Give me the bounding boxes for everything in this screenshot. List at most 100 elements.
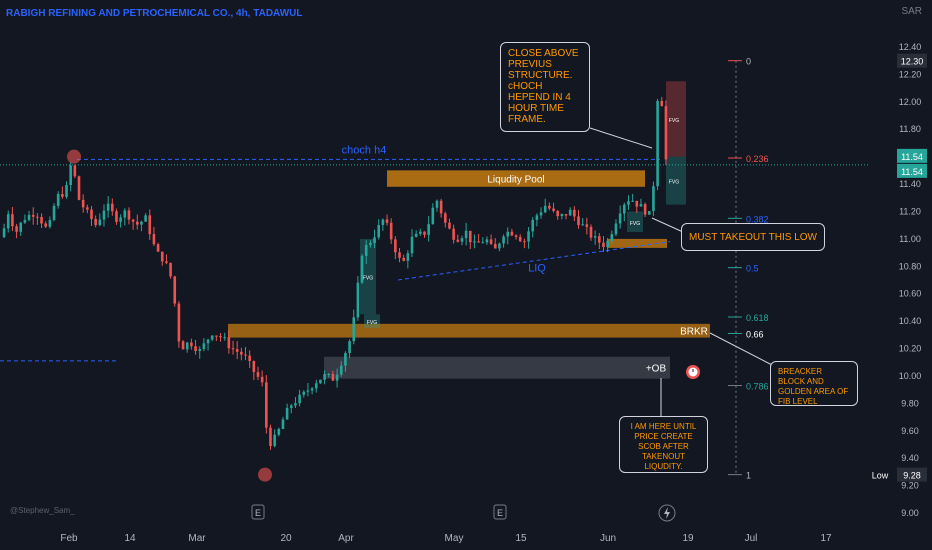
- low-label: Low: [872, 471, 889, 481]
- candle-body: [423, 231, 426, 235]
- candle-body: [23, 219, 27, 223]
- x-tick-label: 14: [124, 533, 136, 544]
- breaker-note: BREACKER BLOCK AND GOLDEN AREA OF FIB LE…: [770, 361, 858, 406]
- candle-body: [6, 214, 10, 229]
- candle-body: [514, 235, 518, 237]
- fvg-box: [666, 156, 686, 205]
- currency-label: SAR: [901, 6, 922, 17]
- candle-body: [273, 434, 276, 447]
- zone-label-ob: +OB: [646, 364, 667, 375]
- candle-body: [177, 303, 181, 342]
- x-tick-label: Feb: [60, 533, 78, 544]
- fib-level-label: 1: [746, 471, 751, 481]
- candle-body: [448, 222, 451, 229]
- candle-body: [493, 243, 497, 249]
- candle-body: [123, 210, 127, 218]
- fib-level-label: 0.66: [746, 329, 764, 339]
- candle-body: [289, 405, 293, 408]
- lightning-icon-glyph: [664, 507, 670, 519]
- candle-body: [360, 255, 364, 283]
- candle-body: [593, 236, 597, 238]
- candle-body: [265, 382, 268, 428]
- candle-body: [419, 231, 422, 234]
- price-tag-1: 11.54: [901, 152, 923, 162]
- candle-body: [198, 349, 202, 352]
- candle-body: [410, 236, 414, 254]
- candle-body: [389, 222, 393, 240]
- candle-body: [90, 209, 93, 220]
- x-tick-label: May: [445, 533, 464, 544]
- candle-body: [319, 379, 322, 384]
- y-tick-label: 10.80: [899, 261, 922, 271]
- zone-box: [387, 170, 645, 187]
- high-value: 12.30: [901, 57, 924, 67]
- candle-body: [385, 219, 389, 223]
- candle-body: [65, 185, 68, 197]
- y-tick-label: 10.00: [899, 371, 922, 381]
- fvg-label: FVG: [630, 221, 640, 227]
- candle-body: [523, 241, 526, 243]
- candle-body: [610, 234, 614, 241]
- y-tick-label: 9.60: [901, 426, 919, 436]
- price-tag-1-bg: [897, 148, 927, 163]
- y-tick-label: 10.60: [899, 289, 922, 299]
- candle-body: [181, 341, 185, 350]
- candle-body: [115, 211, 118, 222]
- candle-body: [131, 219, 135, 222]
- candle-body: [335, 374, 339, 381]
- y-tick-label: 11.40: [899, 179, 921, 189]
- candle-body: [219, 336, 222, 338]
- candle-body: [294, 403, 297, 406]
- candle-body: [348, 341, 351, 354]
- candle-body: [656, 100, 659, 187]
- candle-body: [210, 335, 214, 340]
- candle-body: [277, 428, 281, 435]
- candle-body: [402, 257, 405, 261]
- y-tick-label: 12.00: [899, 97, 922, 107]
- candle-body: [339, 365, 343, 375]
- candle-body: [152, 234, 156, 245]
- candle-body: [15, 226, 18, 232]
- candle-body: [281, 419, 285, 429]
- y-tick-label: 10.20: [899, 344, 922, 354]
- y-tick-label: 9.00: [901, 508, 919, 518]
- fvg-label: FVG: [669, 118, 679, 124]
- candle-body: [614, 223, 618, 235]
- candle-body: [160, 251, 164, 262]
- candle-body: [40, 216, 43, 224]
- y-tick-label: 12.40: [899, 42, 922, 52]
- candle-body: [194, 346, 197, 352]
- x-tick-label: 19: [682, 533, 694, 544]
- candle-body: [552, 208, 555, 211]
- y-tick-label: 10.40: [899, 316, 922, 326]
- candle-body: [618, 213, 622, 224]
- swing-low-marker: [258, 467, 272, 482]
- fib-level-label: 0.5: [746, 264, 759, 274]
- y-tick-label: 11.00: [899, 234, 921, 244]
- candle-body: [643, 204, 647, 215]
- liq-label: LIQ: [528, 263, 546, 275]
- candle-body: [48, 220, 52, 227]
- x-tick-label: Jul: [745, 533, 758, 544]
- candle-body: [240, 351, 243, 355]
- x-tick-label: Apr: [338, 533, 354, 544]
- candle-body: [298, 394, 301, 404]
- candle-body: [306, 390, 310, 392]
- candle-body: [581, 224, 584, 226]
- candle-body: [102, 210, 106, 220]
- candle-body: [414, 233, 418, 237]
- candle-body: [573, 209, 576, 217]
- candle-body: [477, 241, 480, 243]
- candle-body: [81, 199, 85, 208]
- candle-body: [27, 214, 31, 220]
- earnings-marker-box: [493, 504, 507, 520]
- earnings-marker-box: [251, 504, 265, 520]
- callout-line: [589, 127, 653, 149]
- candle-body: [427, 224, 430, 235]
- candle-body: [577, 216, 580, 226]
- candle-body: [468, 230, 472, 243]
- fvg-box: [360, 238, 376, 315]
- candle-body: [439, 200, 443, 214]
- candle-body: [248, 355, 251, 362]
